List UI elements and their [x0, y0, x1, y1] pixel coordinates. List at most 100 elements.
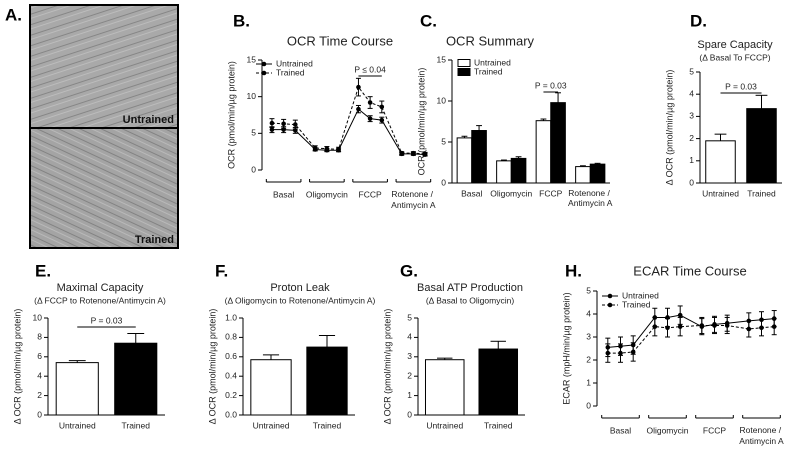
legend-swatch: [457, 59, 471, 67]
panel-label: D.: [690, 11, 707, 30]
bar: [114, 342, 158, 416]
y-tick-label: 3: [407, 351, 412, 361]
y-tick-label: 0.6: [225, 351, 237, 361]
data-point: [724, 323, 730, 328]
chart-title: OCR Summary: [446, 33, 535, 48]
chart-title: Maximal Capacity: [57, 282, 144, 294]
y-tick-label: 0.2: [225, 390, 237, 400]
y-axis-label: ECAR (mpH/min/µg protein): [561, 292, 571, 404]
bar: [535, 120, 552, 184]
y-tick-label: 0: [407, 409, 412, 419]
data-point: [605, 350, 611, 356]
bar: [746, 108, 777, 184]
legend-marker: [261, 70, 267, 76]
chart-subtitle: (Δ FCCP to Rotenone/Antimycin A): [34, 295, 166, 305]
data-point: [356, 106, 361, 112]
x-tick-label: Oligomycin: [306, 189, 348, 199]
data-point: [336, 147, 341, 152]
y-tick-label: 0.0: [225, 409, 237, 419]
chart-title: OCR Time Course: [287, 33, 393, 48]
bar: [424, 359, 465, 416]
bar: [589, 163, 606, 184]
chart-subtitle: (Δ Basal to Oligomycin): [426, 295, 515, 305]
data-point: [399, 150, 404, 156]
data-point: [411, 150, 416, 156]
y-axis-label: Δ OCR (pmol/min/µg protein): [664, 70, 674, 186]
data-point: [759, 325, 764, 331]
data-point: [379, 104, 385, 110]
y-tick-label: 6: [37, 351, 42, 361]
significance-label: P = 0.03: [91, 315, 123, 325]
micrograph: [29, 127, 179, 249]
x-tick-label: Rotenone / Antimycin A: [568, 188, 613, 208]
y-tick-label: 1: [586, 377, 591, 387]
y-tick-label: 15: [247, 54, 257, 64]
x-tick-label: FCCP: [703, 425, 726, 435]
chart-title: Basal ATP Production: [417, 282, 523, 294]
chart-subtitle: (Δ Oligomycin to Rotenone/Antimycin A): [225, 295, 376, 305]
bar: [55, 362, 99, 416]
bar: [705, 140, 736, 184]
panel-label: H.: [565, 261, 582, 280]
x-tick-label: Untrained: [426, 420, 463, 430]
data-point: [665, 325, 670, 331]
bar: [496, 160, 512, 184]
chart-title: Proton Leak: [270, 282, 330, 294]
y-tick-label: 3: [586, 331, 591, 341]
significance-label: P = 0.03: [535, 80, 567, 90]
y-tick-label: 5: [689, 66, 694, 76]
data-point: [677, 324, 683, 329]
y-tick-label: 10: [437, 95, 447, 105]
legend-swatch: [457, 68, 471, 76]
y-tick-label: 0: [37, 409, 42, 419]
panel-label: A.: [5, 5, 22, 24]
data-point: [618, 350, 623, 356]
data-point: [269, 120, 275, 126]
legend-label: Trained: [622, 299, 651, 309]
y-tick-label: 5: [441, 136, 446, 146]
y-tick-label: 2: [37, 390, 42, 400]
micrograph: [29, 4, 179, 129]
panel-label: F.: [215, 261, 228, 280]
data-point: [699, 323, 705, 328]
x-tick-label: Oligomycin: [646, 425, 688, 435]
y-tick-label: 0: [441, 177, 446, 187]
bar: [250, 359, 292, 416]
x-tick-label: Rotenone / Antimycin A: [739, 425, 784, 446]
bar: [550, 102, 566, 184]
x-tick-label: FCCP: [539, 188, 562, 198]
bar: [471, 130, 487, 184]
data-point: [630, 349, 636, 355]
data-point: [746, 326, 752, 332]
panel-label: G.: [400, 261, 418, 280]
y-tick-label: 1: [689, 155, 694, 165]
data-point: [422, 151, 428, 157]
y-tick-label: 4: [586, 308, 591, 318]
y-tick-label: 2: [689, 133, 694, 143]
legend-label: Trained: [276, 67, 305, 77]
x-tick-label: Basal: [273, 189, 294, 199]
y-tick-label: 1: [407, 390, 412, 400]
chart-title: Spare Capacity: [697, 39, 773, 51]
chart-title: ECAR Time Course: [633, 263, 746, 278]
x-tick-label: Trained: [313, 420, 342, 430]
data-point: [677, 312, 683, 318]
data-point: [367, 116, 373, 121]
legend-label: Untrained: [276, 58, 313, 68]
y-tick-label: 0: [586, 400, 591, 410]
chart-subtitle: (Δ Basal To FCCP): [699, 52, 770, 62]
image-label: Trained: [135, 234, 174, 246]
y-tick-label: 4: [407, 332, 412, 342]
legend-label: Untrained: [622, 290, 659, 300]
y-axis-label: OCR (pmol/min/µg protein): [416, 68, 426, 176]
significance-label: P = 0.03: [725, 81, 757, 91]
data-point: [712, 323, 717, 328]
x-tick-label: Trained: [747, 188, 776, 198]
x-tick-label: Untrained: [253, 420, 290, 430]
data-point: [293, 122, 298, 127]
data-point: [324, 146, 330, 152]
data-point: [356, 84, 361, 90]
bar: [575, 166, 591, 184]
x-tick-label: Rotenone / Antimycin A: [391, 189, 436, 210]
